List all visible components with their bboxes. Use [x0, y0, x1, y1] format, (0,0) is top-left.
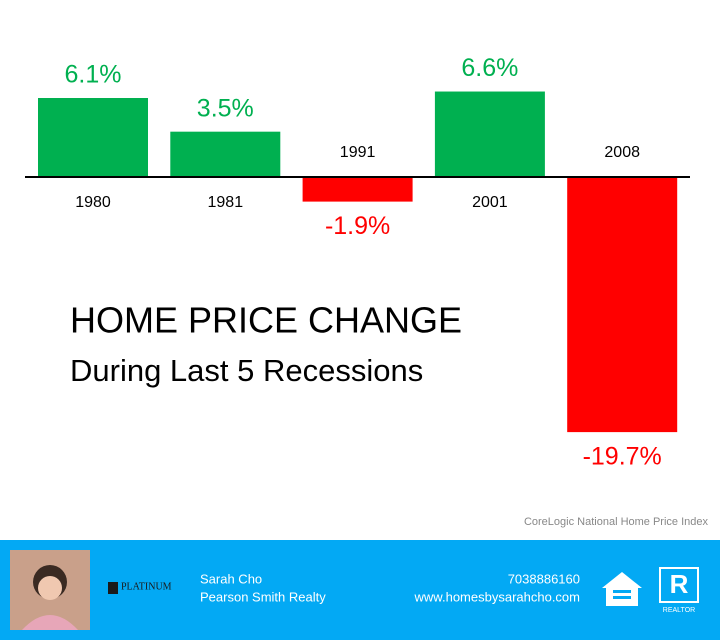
equal-housing-icon — [602, 572, 642, 606]
website: www.homesbysarahcho.com — [414, 589, 580, 604]
brokerage-icon — [108, 582, 118, 594]
chart-title: HOME PRICE CHANGE — [70, 300, 462, 341]
agent-name: Sarah Cho — [200, 571, 262, 586]
equal-housing-stripe — [613, 590, 631, 593]
source: CoreLogic National Home Price Index — [524, 516, 709, 528]
category-label: 1991 — [340, 144, 376, 161]
value-label: -19.7% — [583, 443, 662, 471]
value-label: 3.5% — [197, 94, 254, 122]
value-label: 6.6% — [461, 54, 518, 82]
chart-subtitle: During Last 5 Recessions — [70, 353, 423, 388]
bar — [434, 91, 545, 177]
realtor-r: R — [670, 569, 689, 599]
footer — [0, 540, 720, 640]
category-label: 2008 — [604, 144, 640, 161]
realtor-logo: REALTOR — [663, 607, 695, 614]
value-label: 6.1% — [65, 61, 122, 89]
category-label: 1981 — [208, 194, 244, 211]
brokerage-logo: PLATINUM — [121, 581, 172, 592]
photo-face — [38, 576, 62, 600]
bar — [567, 177, 678, 433]
phone: 7038886160 — [508, 571, 580, 586]
bar — [170, 131, 281, 177]
category-label: 2001 — [472, 194, 508, 211]
company: Pearson Smith Realty — [200, 589, 326, 604]
photo-shoulders — [22, 615, 78, 630]
bars — [38, 91, 678, 433]
category-label: 1980 — [75, 194, 111, 211]
value-label: -1.9% — [325, 212, 390, 240]
bar — [302, 177, 413, 202]
equal-housing-stripe — [613, 596, 631, 599]
bar — [38, 98, 148, 177]
realtor-box — [659, 567, 699, 603]
